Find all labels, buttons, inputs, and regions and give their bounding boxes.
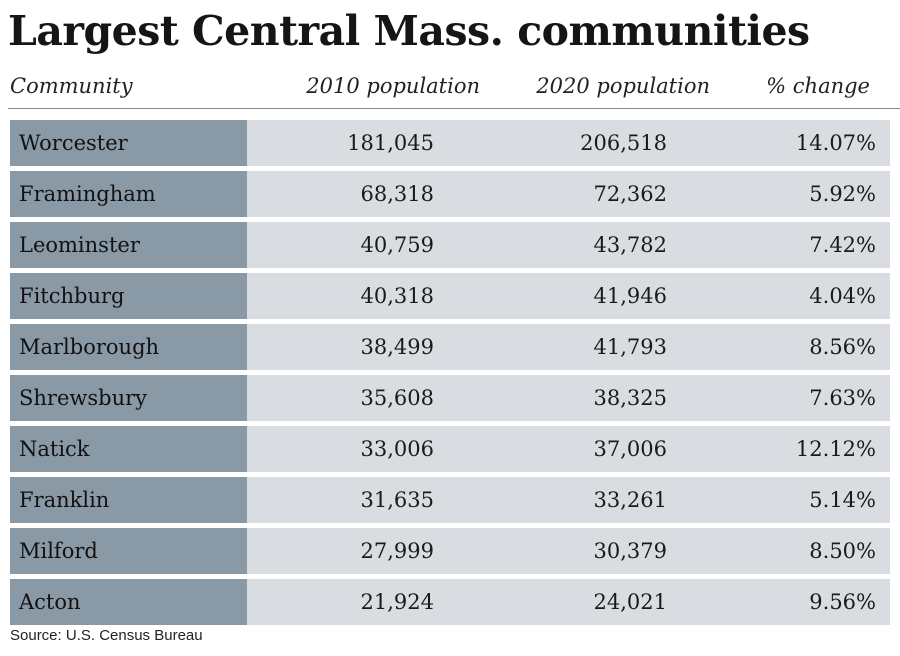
table-row: Worcester 181,045 206,518 14.07% <box>10 120 890 166</box>
header-community: Community <box>10 74 133 98</box>
population-2020-value: 38,325 <box>593 386 667 410</box>
header-divider <box>8 108 900 109</box>
percent-change-value: 5.92% <box>809 182 876 206</box>
percent-change-value: 7.63% <box>809 386 876 410</box>
table-row: Natick 33,006 37,006 12.12% <box>10 426 890 472</box>
community-name-cell: Franklin <box>10 477 247 523</box>
values-cell: 27,999 30,379 8.50% <box>247 528 890 574</box>
values-cell: 38,499 41,793 8.56% <box>247 324 890 370</box>
table-row: Marlborough 38,499 41,793 8.56% <box>10 324 890 370</box>
community-name-cell: Milford <box>10 528 247 574</box>
percent-change-value: 8.50% <box>809 539 876 563</box>
population-2020-value: 206,518 <box>580 131 667 155</box>
percent-change-value: 4.04% <box>809 284 876 308</box>
population-2010-value: 38,499 <box>360 335 434 359</box>
community-name-cell: Worcester <box>10 120 247 166</box>
source-note: Source: U.S. Census Bureau <box>10 627 203 644</box>
table-header: Community 2010 population 2020 populatio… <box>8 70 900 106</box>
population-2020-value: 33,261 <box>593 488 667 512</box>
population-2010-value: 35,608 <box>360 386 434 410</box>
community-name-cell: Leominster <box>10 222 247 268</box>
table-row: Framingham 68,318 72,362 5.92% <box>10 171 890 217</box>
values-cell: 21,924 24,021 9.56% <box>247 579 890 625</box>
population-2010-value: 68,318 <box>360 182 434 206</box>
population-2010-value: 40,318 <box>360 284 434 308</box>
population-2020-value: 37,006 <box>593 437 667 461</box>
population-2010-value: 27,999 <box>360 539 434 563</box>
percent-change-value: 8.56% <box>809 335 876 359</box>
community-name-cell: Acton <box>10 579 247 625</box>
population-2010-value: 40,759 <box>360 233 434 257</box>
table-row: Franklin 31,635 33,261 5.14% <box>10 477 890 523</box>
population-2020-value: 41,793 <box>593 335 667 359</box>
values-cell: 40,759 43,782 7.42% <box>247 222 890 268</box>
chart-title: Largest Central Mass. communities <box>8 7 810 55</box>
community-name-cell: Marlborough <box>10 324 247 370</box>
percent-change-value: 12.12% <box>795 437 876 461</box>
data-table: Worcester 181,045 206,518 14.07% Framingham 6… <box>10 120 890 630</box>
values-cell: 68,318 72,362 5.92% <box>247 171 890 217</box>
table-row: Acton 21,924 24,021 9.56% <box>10 579 890 625</box>
table-row: Leominster 40,759 43,782 7.42% <box>10 222 890 268</box>
population-2010-value: 33,006 <box>360 437 434 461</box>
percent-change-value: 5.14% <box>809 488 876 512</box>
population-2010-value: 21,924 <box>360 590 434 614</box>
community-name-cell: Shrewsbury <box>10 375 247 421</box>
table-row: Fitchburg 40,318 41,946 4.04% <box>10 273 890 319</box>
percent-change-value: 9.56% <box>809 590 876 614</box>
population-2020-value: 24,021 <box>593 590 667 614</box>
header-percent-change: % change <box>766 74 870 98</box>
community-name-cell: Framingham <box>10 171 247 217</box>
community-name-cell: Natick <box>10 426 247 472</box>
population-2020-value: 41,946 <box>593 284 667 308</box>
values-cell: 181,045 206,518 14.07% <box>247 120 890 166</box>
header-2020-population: 2020 population <box>536 74 710 98</box>
table-row: Milford 27,999 30,379 8.50% <box>10 528 890 574</box>
values-cell: 33,006 37,006 12.12% <box>247 426 890 472</box>
population-2010-value: 31,635 <box>360 488 434 512</box>
values-cell: 31,635 33,261 5.14% <box>247 477 890 523</box>
community-name-cell: Fitchburg <box>10 273 247 319</box>
header-2010-population: 2010 population <box>306 74 480 98</box>
percent-change-value: 14.07% <box>795 131 876 155</box>
values-cell: 40,318 41,946 4.04% <box>247 273 890 319</box>
population-2020-value: 30,379 <box>593 539 667 563</box>
population-2020-value: 72,362 <box>593 182 667 206</box>
population-2010-value: 181,045 <box>347 131 434 155</box>
table-row: Shrewsbury 35,608 38,325 7.63% <box>10 375 890 421</box>
population-2020-value: 43,782 <box>593 233 667 257</box>
values-cell: 35,608 38,325 7.63% <box>247 375 890 421</box>
percent-change-value: 7.42% <box>809 233 876 257</box>
